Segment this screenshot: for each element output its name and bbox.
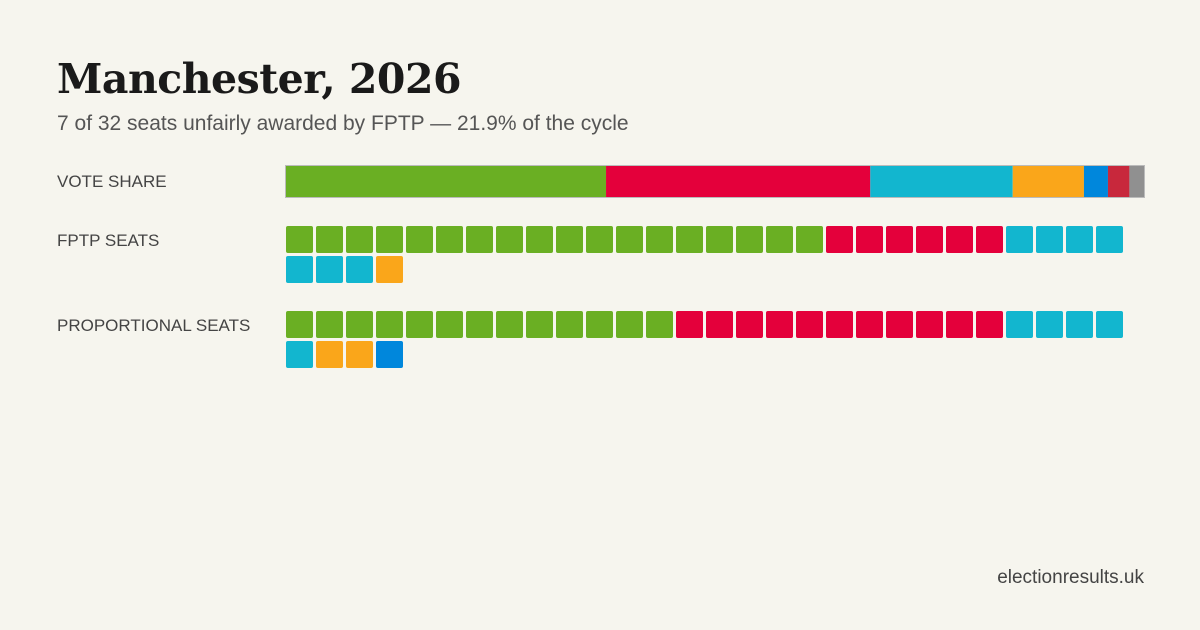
seat-green: [616, 311, 643, 338]
seat-cyan: [286, 341, 313, 368]
seat-red: [796, 311, 823, 338]
seat-green: [646, 311, 673, 338]
seat-green: [406, 311, 433, 338]
seat-red: [916, 226, 943, 253]
seat-red: [916, 311, 943, 338]
seat-green: [286, 311, 313, 338]
seat-blue: [376, 341, 403, 368]
seat-cyan: [316, 256, 343, 283]
seat-green: [406, 226, 433, 253]
seat-cyan: [1036, 311, 1063, 338]
vote-share-segment-grey: [1129, 166, 1144, 197]
seat-orange: [346, 341, 373, 368]
seat-green: [496, 311, 523, 338]
vote-share-segment-blue: [1083, 166, 1108, 197]
seat-red: [706, 311, 733, 338]
seat-green: [646, 226, 673, 253]
seat-green: [616, 226, 643, 253]
seat-green: [316, 226, 343, 253]
seat-cyan: [1066, 226, 1093, 253]
seat-green: [376, 311, 403, 338]
seat-green: [466, 311, 493, 338]
seat-green: [346, 311, 373, 338]
seat-orange: [376, 256, 403, 283]
seat-green: [346, 226, 373, 253]
seat-green: [556, 311, 583, 338]
seat-green: [526, 226, 553, 253]
site-credit: electionresults.uk: [997, 567, 1144, 588]
page-subtitle: 7 of 32 seats unfairly awarded by FPTP —…: [57, 112, 629, 135]
seat-green: [586, 226, 613, 253]
seat-red: [976, 311, 1003, 338]
seat-cyan: [1066, 311, 1093, 338]
seat-cyan: [1006, 311, 1033, 338]
seat-red: [976, 226, 1003, 253]
seat-green: [796, 226, 823, 253]
seat-orange: [316, 341, 343, 368]
page-title: Manchester, 2026: [57, 55, 462, 103]
seat-green: [736, 226, 763, 253]
seat-cyan: [1096, 311, 1123, 338]
seat-green: [436, 226, 463, 253]
seat-red: [856, 311, 883, 338]
fptp-seats-label: FPTP SEATS: [57, 231, 160, 250]
seat-red: [856, 226, 883, 253]
seat-green: [286, 226, 313, 253]
seat-red: [886, 226, 913, 253]
fptp-seats-grid: [286, 226, 1146, 286]
seat-red: [946, 311, 973, 338]
vote-share-segment-cyan: [870, 166, 1013, 197]
vote-share-segment-red: [606, 166, 871, 197]
seat-cyan: [346, 256, 373, 283]
vote-share-label: VOTE SHARE: [57, 172, 167, 191]
proportional-seats-label: PROPORTIONAL SEATS: [57, 316, 251, 335]
seat-green: [556, 226, 583, 253]
seat-red: [676, 311, 703, 338]
vote-share-segment-darkred: [1107, 166, 1130, 197]
vote-share-bar: [285, 165, 1145, 198]
vote-share-segment-green: [286, 166, 607, 197]
seat-green: [316, 311, 343, 338]
seat-cyan: [1006, 226, 1033, 253]
seat-red: [946, 226, 973, 253]
seat-green: [706, 226, 733, 253]
vote-share-segment-orange: [1012, 166, 1084, 197]
seat-red: [826, 311, 853, 338]
seat-cyan: [286, 256, 313, 283]
seat-cyan: [1096, 226, 1123, 253]
seat-green: [586, 311, 613, 338]
seat-red: [736, 311, 763, 338]
seat-green: [376, 226, 403, 253]
seat-green: [496, 226, 523, 253]
seat-red: [766, 311, 793, 338]
seat-green: [766, 226, 793, 253]
seat-red: [826, 226, 853, 253]
vote-share-svg: [286, 166, 1144, 197]
seat-green: [466, 226, 493, 253]
seat-green: [526, 311, 553, 338]
seat-red: [886, 311, 913, 338]
seat-green: [436, 311, 463, 338]
proportional-seats-grid: [286, 311, 1146, 371]
seat-cyan: [1036, 226, 1063, 253]
seat-green: [676, 226, 703, 253]
